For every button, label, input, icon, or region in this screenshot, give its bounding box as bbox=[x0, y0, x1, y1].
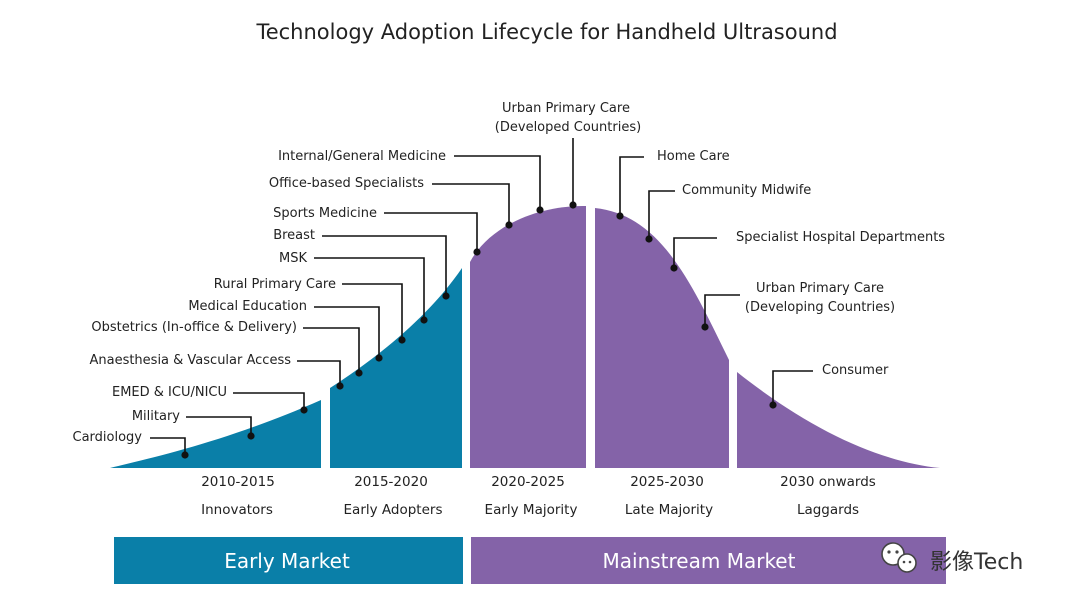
dot-cardiology bbox=[181, 451, 189, 459]
phase-years-innovators: 2010-2015 bbox=[201, 474, 275, 490]
phase-labels: 2010-2015 Innovators 2015-2020 Early Ado… bbox=[201, 474, 876, 518]
leader-consumer bbox=[772, 370, 813, 405]
dot-midwife bbox=[645, 235, 653, 243]
leader-lines bbox=[150, 138, 813, 455]
leader-med-education bbox=[314, 306, 380, 358]
label-military: Military bbox=[132, 409, 180, 424]
phase-name-late-majority: Late Majority bbox=[625, 502, 713, 518]
label-home-care: Home Care bbox=[657, 149, 730, 164]
segment-early-majority bbox=[470, 205, 586, 468]
phase-years-late-majority: 2025-2030 bbox=[630, 474, 704, 490]
segment-laggards bbox=[737, 372, 940, 468]
label-sports: Sports Medicine bbox=[273, 206, 377, 221]
leader-home-care bbox=[619, 156, 644, 216]
phase-name-laggards: Laggards bbox=[797, 502, 859, 518]
label-anaesthesia: Anaesthesia & Vascular Access bbox=[89, 353, 291, 368]
segment-early-adopters bbox=[330, 268, 462, 468]
label-consumer: Consumer bbox=[822, 363, 889, 378]
phase-years-laggards: 2030 onwards bbox=[780, 474, 876, 490]
phase-years-early-adopters: 2015-2020 bbox=[354, 474, 428, 490]
dot-med-education bbox=[375, 354, 383, 362]
label-office: Office-based Specialists bbox=[269, 176, 424, 191]
leader-emed bbox=[233, 392, 305, 410]
label-rural-primary: Rural Primary Care bbox=[214, 277, 336, 292]
segment-innovators bbox=[110, 400, 321, 468]
watermark-text: 影像Tech bbox=[930, 550, 1023, 575]
label-breast: Breast bbox=[273, 228, 315, 243]
leader-urban-devg bbox=[704, 294, 740, 327]
phase-name-early-adopters: Early Adopters bbox=[344, 502, 443, 518]
leader-cardiology bbox=[150, 437, 186, 455]
early-market-label: Early Market bbox=[224, 549, 350, 573]
phase-years-early-majority: 2020-2025 bbox=[491, 474, 565, 490]
dot-military bbox=[247, 432, 255, 440]
dot-urban-devg bbox=[701, 323, 709, 331]
label-cardiology: Cardiology bbox=[73, 430, 143, 445]
leader-internal bbox=[454, 155, 541, 210]
leader-midwife bbox=[648, 190, 675, 239]
segment-late-majority bbox=[595, 208, 729, 468]
dot-office bbox=[505, 221, 513, 229]
dot-consumer bbox=[769, 401, 777, 409]
leader-anaesthesia bbox=[297, 360, 341, 386]
label-emed: EMED & ICU/NICU bbox=[112, 385, 227, 400]
dot-internal bbox=[536, 206, 544, 214]
leader-sports bbox=[384, 212, 478, 252]
leader-office bbox=[432, 183, 510, 225]
dot-home-care bbox=[616, 212, 624, 220]
leader-obstetrics bbox=[303, 327, 360, 373]
dot-anaesthesia bbox=[336, 382, 344, 390]
leader-msk bbox=[314, 257, 425, 320]
marker-dots bbox=[181, 201, 777, 459]
dot-obstetrics bbox=[355, 369, 363, 377]
dot-msk bbox=[420, 316, 428, 324]
label-urban-devg-line2: (Developing Countries) bbox=[745, 300, 895, 315]
dot-emed bbox=[300, 406, 308, 414]
leader-rural-primary bbox=[342, 283, 403, 340]
dot-urban-dev bbox=[569, 201, 577, 209]
mainstream-market-band bbox=[471, 537, 946, 584]
dot-sports bbox=[473, 248, 481, 256]
label-midwife: Community Midwife bbox=[682, 183, 811, 198]
early-market-band bbox=[114, 537, 463, 584]
label-med-education: Medical Education bbox=[188, 299, 307, 314]
dot-rural-primary bbox=[398, 336, 406, 344]
market-bands: Early Market Mainstream Market bbox=[114, 537, 946, 584]
label-internal: Internal/General Medicine bbox=[278, 149, 446, 164]
watermark: 影像Tech bbox=[881, 542, 1023, 575]
label-urban-dev-line2: (Developed Countries) bbox=[495, 120, 641, 135]
dot-breast bbox=[442, 292, 450, 300]
label-specialist: Specialist Hospital Departments bbox=[736, 230, 945, 245]
label-urban-dev-line1: Urban Primary Care bbox=[502, 101, 630, 116]
leader-military bbox=[186, 416, 252, 436]
segment-labels: Cardiology Military EMED & ICU/NICU Anae… bbox=[73, 101, 946, 445]
mainstream-market-label: Mainstream Market bbox=[603, 549, 796, 573]
adoption-curve bbox=[110, 205, 940, 468]
label-urban-devg-line1: Urban Primary Care bbox=[756, 281, 884, 296]
wechat-icon bbox=[881, 542, 917, 573]
phase-name-early-majority: Early Majority bbox=[485, 502, 578, 518]
phase-name-innovators: Innovators bbox=[201, 502, 273, 518]
leader-specialist bbox=[673, 237, 717, 268]
label-msk: MSK bbox=[279, 251, 307, 266]
leader-breast bbox=[322, 235, 447, 296]
diagram-title: Technology Adoption Lifecycle for Handhe… bbox=[255, 20, 837, 44]
dot-specialist bbox=[670, 264, 678, 272]
label-obstetrics: Obstetrics (In-office & Delivery) bbox=[91, 320, 297, 335]
